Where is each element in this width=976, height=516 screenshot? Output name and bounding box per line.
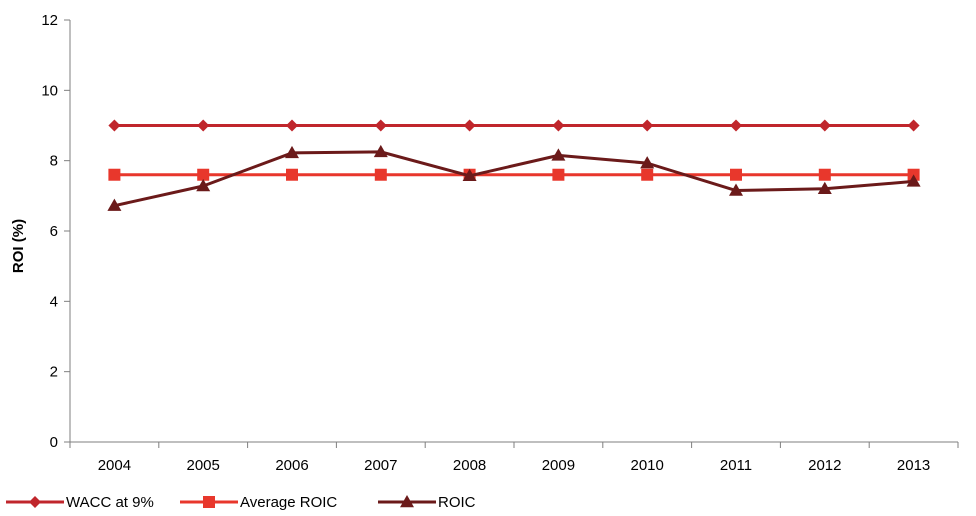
data-point bbox=[818, 168, 831, 181]
x-tick-label: 2007 bbox=[364, 457, 397, 474]
x-tick-label: 2013 bbox=[897, 457, 930, 474]
x-tick-label: 2004 bbox=[98, 457, 131, 474]
x-tick-label: 2012 bbox=[808, 457, 841, 474]
data-point bbox=[373, 144, 388, 158]
data-point bbox=[197, 119, 210, 132]
data-point bbox=[641, 168, 654, 181]
y-tick-label: 0 bbox=[50, 434, 58, 451]
x-tick-label: 2008 bbox=[453, 457, 486, 474]
data-point bbox=[817, 181, 832, 195]
y-tick-label: 8 bbox=[50, 153, 58, 170]
legend-marker bbox=[29, 496, 41, 508]
data-point bbox=[108, 168, 121, 181]
data-point bbox=[906, 174, 921, 187]
data-point bbox=[730, 119, 742, 132]
legend-label: ROIC bbox=[438, 494, 476, 511]
data-point bbox=[197, 168, 210, 181]
x-tick-label: 2006 bbox=[275, 457, 308, 474]
axes bbox=[69, 20, 958, 443]
legend-item: Average ROIC bbox=[180, 494, 337, 511]
legend-marker bbox=[203, 496, 215, 508]
y-tick-label: 6 bbox=[50, 223, 58, 240]
data-point bbox=[729, 183, 743, 196]
y-tick-label: 4 bbox=[50, 293, 58, 310]
x-tick-label: 2010 bbox=[631, 457, 664, 474]
series-line bbox=[114, 150, 914, 208]
data-point bbox=[552, 119, 565, 132]
y-tick-label: 12 bbox=[41, 12, 58, 29]
x-axis-ticks: 2004 2005 2006 2007 2008 2009 2010 2011 2012 2013 bbox=[69, 442, 959, 474]
series-diamond bbox=[108, 119, 920, 132]
legend-label: Average ROIC bbox=[240, 494, 337, 511]
data-point bbox=[641, 119, 654, 132]
data-point bbox=[374, 168, 387, 181]
x-tick-label: 2009 bbox=[542, 457, 575, 474]
data-point bbox=[108, 119, 121, 132]
data-point bbox=[462, 168, 477, 182]
x-tick-label: 2011 bbox=[720, 457, 752, 474]
data-point bbox=[640, 156, 655, 169]
data-point bbox=[107, 198, 122, 211]
data-point bbox=[285, 145, 299, 159]
series-triangle bbox=[107, 144, 921, 211]
y-axis-ticks: 0 2 4 6 8 10 12 bbox=[41, 12, 70, 451]
legend: WACC at 9% Average ROIC ROIC bbox=[6, 494, 476, 511]
legend-marker bbox=[400, 495, 414, 508]
data-point bbox=[730, 168, 742, 181]
data-point bbox=[374, 119, 387, 132]
data-point bbox=[196, 178, 211, 192]
data-point bbox=[907, 119, 920, 132]
y-tick-label: 2 bbox=[50, 364, 58, 381]
series-layer bbox=[107, 119, 921, 211]
y-axis-title: ROI (%) bbox=[10, 219, 27, 273]
legend-label: WACC at 9% bbox=[66, 494, 154, 511]
x-tick-label: 2005 bbox=[187, 457, 220, 474]
data-point bbox=[818, 119, 831, 132]
data-point bbox=[286, 168, 298, 181]
data-point bbox=[552, 168, 565, 181]
data-point bbox=[551, 148, 566, 161]
data-point bbox=[286, 119, 298, 132]
legend-item: ROIC bbox=[378, 494, 476, 511]
legend-item: WACC at 9% bbox=[6, 494, 154, 511]
y-tick-label: 10 bbox=[41, 82, 58, 99]
data-point bbox=[463, 119, 476, 132]
